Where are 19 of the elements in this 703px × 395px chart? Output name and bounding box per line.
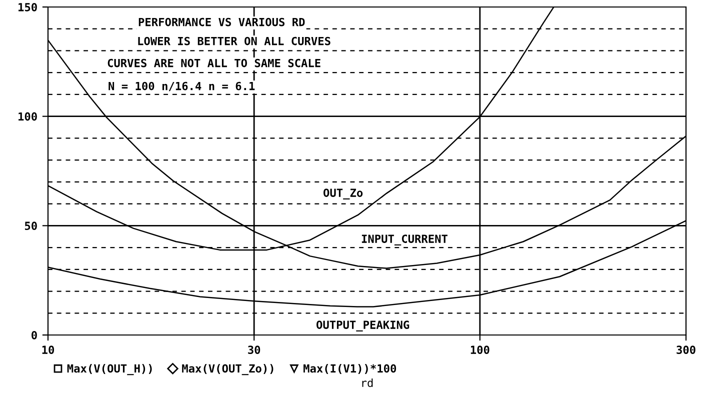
- legend-label: Max(I(V1))*100: [304, 364, 396, 374]
- y-tick-label: 0: [32, 330, 37, 340]
- x-tick-label: 300: [676, 346, 696, 354]
- y-tick-label: 50: [24, 222, 37, 230]
- x-tick-label: 100: [470, 346, 490, 354]
- y-tick-label: 150: [18, 2, 37, 12]
- annotation: OUT_Zo: [324, 188, 363, 200]
- x-axis-title: rd: [362, 378, 373, 388]
- y-tick-label: 100: [18, 112, 37, 121]
- annotation: LOWER IS BETTER ON ALL CURVES: [138, 36, 330, 46]
- annotation: PERFORMANCE VS VARIOUS RD: [138, 18, 305, 26]
- legend-label: Max(V(OUT_Zo)): [182, 364, 274, 376]
- x-tick-label: 10: [42, 346, 54, 354]
- annotation: N = 100 n/16.4 n = 6.1: [108, 82, 255, 92]
- x-tick-label: 30: [248, 346, 260, 354]
- annotation: INPUT_CURRENT: [362, 234, 448, 246]
- legend-label: Max(V(OUT_H)): [67, 364, 152, 376]
- annotation: OUTPUT_PEAKING: [316, 320, 410, 332]
- annotation: CURVES ARE NOT ALL TO SAME SCALE: [108, 58, 320, 68]
